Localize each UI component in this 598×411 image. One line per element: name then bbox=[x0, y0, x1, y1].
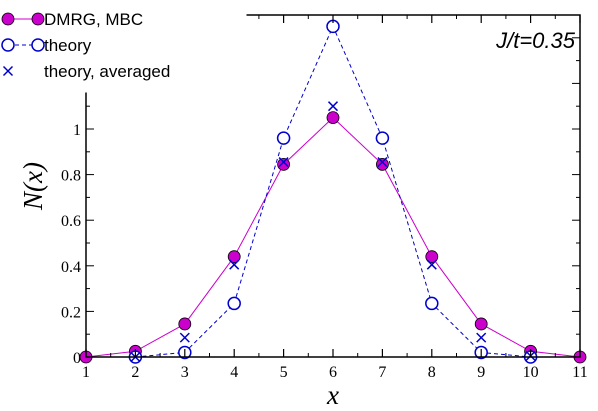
legend: DMRG, MBC theory theory, averaged bbox=[0, 0, 247, 93]
data-point bbox=[375, 131, 390, 145]
data-point bbox=[1, 38, 15, 52]
y-tick-label: 0 bbox=[73, 350, 81, 367]
data-point bbox=[227, 250, 241, 264]
legend-entry: theory bbox=[1, 36, 92, 55]
data-point bbox=[229, 259, 240, 270]
data-point bbox=[426, 259, 437, 270]
series-2 bbox=[130, 101, 536, 363]
parameter-annotation: J/t=0.35 bbox=[495, 28, 576, 53]
data-point bbox=[425, 250, 439, 264]
data-point bbox=[377, 157, 388, 168]
data-point bbox=[277, 157, 291, 171]
y-axis-label: N(x) bbox=[18, 162, 48, 211]
x-axis-label: x bbox=[326, 380, 339, 410]
x-tick-label: 7 bbox=[378, 364, 386, 381]
data-point bbox=[278, 157, 289, 168]
x-tick-label: 4 bbox=[230, 364, 238, 381]
legend-label: theory, averaged bbox=[44, 62, 170, 81]
legend-label: DMRG, MBC bbox=[44, 10, 143, 29]
series-line bbox=[85, 116, 581, 358]
x-tick-label: 2 bbox=[131, 364, 139, 381]
data-point bbox=[179, 332, 190, 343]
x-tick-label: 3 bbox=[181, 364, 189, 381]
legend-label: theory bbox=[44, 36, 92, 55]
y-tick-label: 0.4 bbox=[61, 259, 81, 276]
series-0 bbox=[79, 111, 587, 364]
data-point bbox=[227, 296, 241, 311]
x-tick-label: 9 bbox=[477, 364, 485, 381]
x-tick-label: 6 bbox=[329, 364, 337, 381]
axis-ticks: 1 2 3 4 5 6 7 8 9 10 11 0 0.2 0.4 0.6 0.8 1 bbox=[61, 14, 588, 381]
data-point bbox=[476, 332, 487, 343]
x-tick-label: 10 bbox=[523, 364, 539, 381]
data-point bbox=[31, 38, 45, 52]
data-point bbox=[474, 317, 488, 331]
x-tick-label: 8 bbox=[428, 364, 436, 381]
y-tick-label: 0.6 bbox=[61, 213, 81, 230]
data-point bbox=[178, 317, 192, 331]
x-tick-label: 5 bbox=[280, 364, 288, 381]
data-point bbox=[2, 65, 14, 77]
data-point bbox=[327, 101, 339, 112]
data-point bbox=[276, 131, 291, 145]
data-point bbox=[31, 12, 45, 26]
legend-entry: theory, averaged bbox=[2, 62, 170, 81]
x-tick-label: 1 bbox=[82, 364, 90, 381]
x-tick-label: 11 bbox=[572, 364, 587, 381]
data-point bbox=[326, 111, 340, 124]
y-tick-label: 0.8 bbox=[61, 168, 81, 185]
data-point bbox=[425, 296, 439, 311]
y-tick-label: 1 bbox=[73, 122, 81, 139]
data-point bbox=[1, 12, 15, 26]
data-point bbox=[375, 157, 389, 171]
y-tick-label: 0.2 bbox=[61, 304, 81, 321]
legend-entry: DMRG, MBC bbox=[1, 10, 143, 29]
